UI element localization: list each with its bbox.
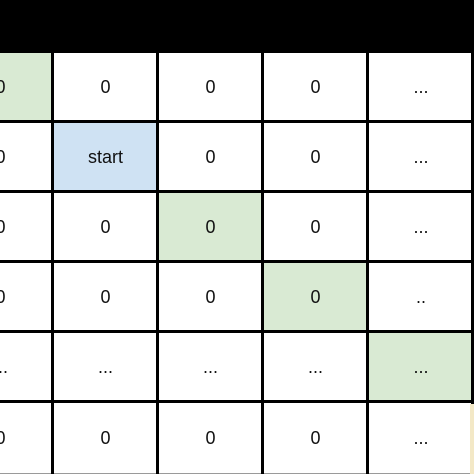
grid-cell-text: .. [415,286,426,307]
grid-cell-r3-c4: .. [368,262,474,332]
grid-cell-r1-c4: ... [368,122,474,192]
grid-cell-r5-c2: 0 [158,402,263,474]
grid-cell-text: 0 [100,427,111,448]
grid-vertical-line [366,52,369,474]
grid-cell-r3-c2: 0 [158,262,263,332]
grid-cell-r4-c1: ... [53,332,158,402]
grid-cell-text: ... [413,76,429,97]
grid-vertical-line [261,52,264,474]
grid-cell-r5-c1: 0 [53,402,158,474]
grid-horizontal-line [0,400,474,403]
grid-cell-r2-c2: 0 [158,192,263,262]
grid-horizontal-line [0,260,474,263]
grid-cell-r5-c4: ... [368,402,474,474]
grid-cell-text: start [87,146,123,167]
grid-cell-r0-c0: 0 [0,52,53,122]
grid-cell-r1-c2: 0 [158,122,263,192]
grid-cell-text: ... [97,356,113,377]
grid-cell-text: 0 [100,286,111,307]
grid-cell-r4-c2: ... [158,332,263,402]
grid-cell-r1-c1: start [53,122,158,192]
grid-vertical-line [51,52,54,474]
grid-cell-text: ... [307,356,323,377]
grid-cell-text: ... [413,216,429,237]
grid-cell-r4-c3: ... [263,332,368,402]
grid-cell-text: ... [413,356,429,377]
grid-cell-r0-c4: ... [368,52,474,122]
grid-cell-text: 0 [0,427,6,448]
grid-cell-r2-c1: 0 [53,192,158,262]
grid-cell-r3-c3: 0 [263,262,368,332]
grid-cell-r2-c3: 0 [263,192,368,262]
grid-cell-text: 0 [0,216,6,237]
grid-cell-text: ... [0,356,8,377]
grid-cell-r5-c3: 0 [263,402,368,474]
grid-cell-r3-c1: 0 [53,262,158,332]
grid-cell-text: 0 [0,76,6,97]
top-header-band [0,0,474,52]
grid-cell-r0-c3: 0 [263,52,368,122]
grid-cell-r0-c1: 0 [53,52,158,122]
grid-cell-text: ... [202,356,218,377]
grid-horizontal-line [0,330,474,333]
grid-cell-text: 0 [100,216,111,237]
grid-cell-text: 0 [100,76,111,97]
grid-vertical-line [471,52,474,474]
grid-cell-r0-c2: 0 [158,52,263,122]
grid-cell-r2-c0: 0 [0,192,53,262]
grid-cell-r1-c0: 0 [0,122,53,192]
grid-horizontal-line [0,120,474,123]
grid-cell-text: ... [413,146,429,167]
grid-cell-text: 0 [0,146,6,167]
grid-cell-text: 0 [310,76,321,97]
grid-cell-text: 0 [0,286,6,307]
grid-cell-r2-c4: ... [368,192,474,262]
grid-cell-r4-c4: ... [368,332,474,402]
grid-cell-text: 0 [205,286,216,307]
grid-cell-r4-c0: ... [0,332,53,402]
grid-cell-text: 0 [205,216,216,237]
grid-vertical-line [156,52,159,474]
grid-horizontal-line [0,50,474,53]
grid-cell-r1-c3: 0 [263,122,368,192]
edge-strip [470,404,474,474]
grid-cell-r5-c0: 0 [0,402,53,474]
grid-cell-r3-c0: 0 [0,262,53,332]
grid-cell-text: 0 [205,146,216,167]
grid-cell-text: ... [413,427,429,448]
grid-cell-text: 0 [205,76,216,97]
grid-cell-text: 0 [310,427,321,448]
grid-horizontal-line [0,190,474,193]
grid-cell-text: 0 [310,146,321,167]
grid-cell-text: 0 [205,427,216,448]
grid-cell-text: 0 [310,286,321,307]
grid-cell-text: 0 [310,216,321,237]
